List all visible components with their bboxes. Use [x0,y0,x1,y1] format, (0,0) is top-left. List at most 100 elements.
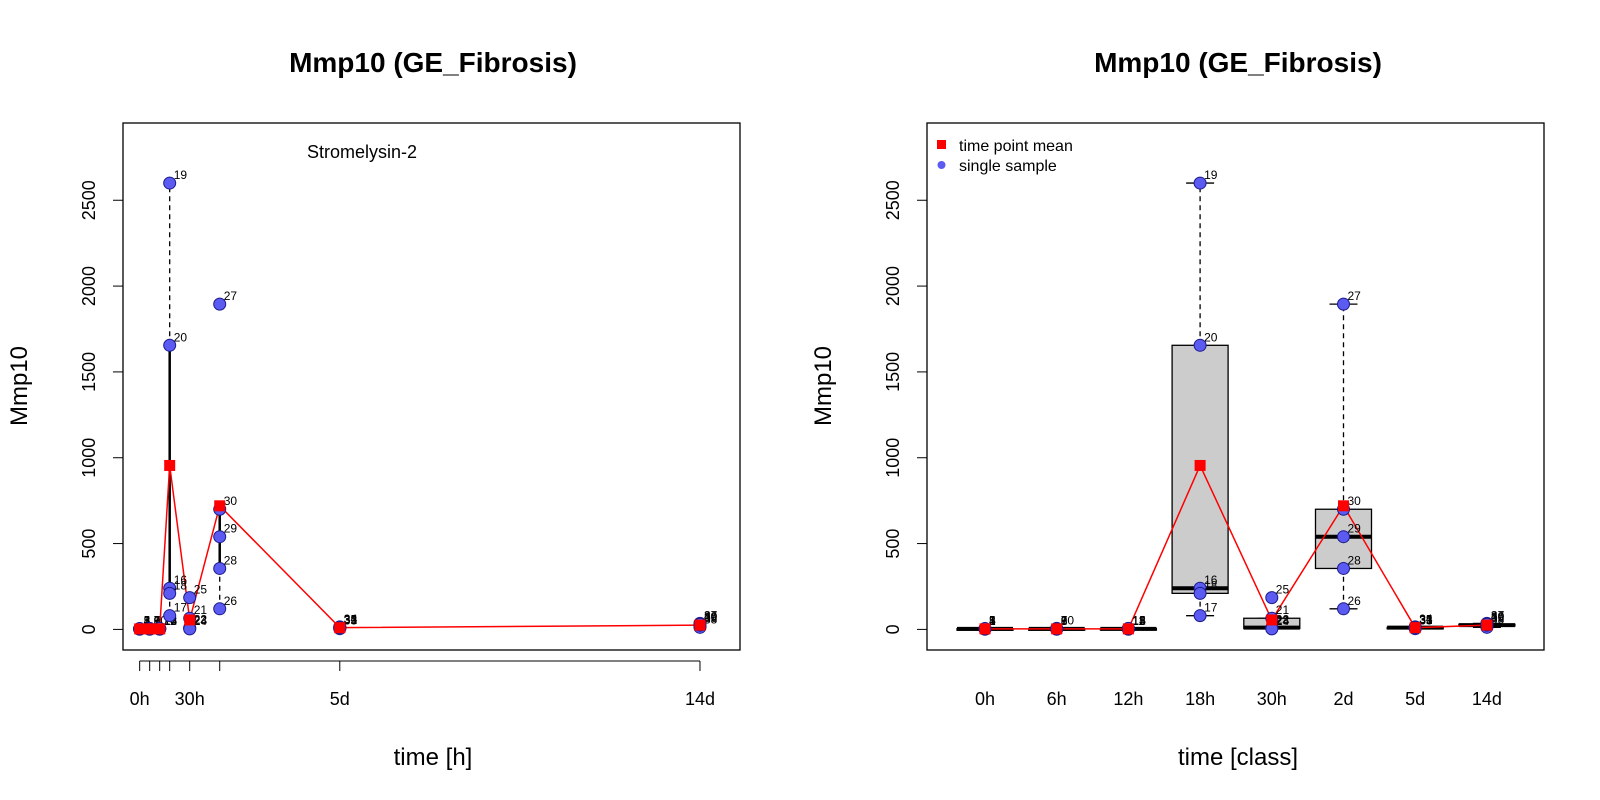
sample-label-left: 37 [704,608,718,622]
sample-label-right: 26 [1348,594,1362,608]
y-tick-label-right: 2500 [883,180,903,220]
mean-marker-right [1338,500,1349,512]
sample-label-left: 5 [144,614,151,628]
mean-marker-left [334,622,346,634]
y-axis-label-left: Mmp10 [6,346,33,426]
sample-label-left: 35 [344,613,358,627]
sample-label-right: 21 [1276,603,1290,617]
sample-label-left: 30 [224,494,238,508]
sample-label-right: 39 [1491,610,1505,624]
sample-label-left: 26 [224,594,238,608]
legend: time point mean single sample [937,138,1073,175]
mean-marker-left [184,614,196,626]
chart-title-left: Mmp10 (GE_Fibrosis) [289,47,577,78]
sample-label-left: 28 [224,553,238,567]
sample-point-right [1265,591,1279,605]
sample-point-left [183,591,197,605]
sample-label-right: 19 [1204,168,1218,182]
mean-marker-left [154,623,166,635]
mean-marker-right [1194,459,1206,471]
mean-marker-right [979,623,991,635]
sample-label-right: 40 [1491,609,1505,623]
sample-label-left: 9 [154,614,161,628]
sample-label-right: 14 [1132,614,1146,628]
mean-marker-left [144,623,156,635]
sample-label-right: 28 [1348,553,1362,567]
sample-point-left [213,602,227,616]
sample-label-left: 6 [154,614,161,628]
sample-label-left: 36 [704,611,718,625]
sample-label-right: 27 [1348,289,1362,303]
y-tick-label-right: 1500 [883,352,903,392]
mean-marker-right [1051,623,1063,635]
sample-label-left: 31 [344,613,358,627]
sample-point-left [213,561,227,575]
sample-label-right: 33 [1419,614,1433,628]
sample-label-left: 2 [144,614,151,628]
sample-label-right: 25 [1276,583,1290,597]
legend-mean-label: time point mean [959,138,1073,155]
x-tick-label-left: 0h [130,689,150,709]
sample-label-left: 32 [344,612,358,626]
sample-label-left: 18 [174,578,188,592]
sample-label-left: 27 [224,289,238,303]
y-tick-label-right: 1000 [883,438,903,478]
sample-point-right [1337,297,1350,311]
sample-label-right: 20 [1204,330,1218,344]
sample-label-left: 16 [174,573,188,587]
legend-sample-label: single sample [959,158,1057,175]
sample-label-left: 3 [144,614,151,628]
x-tick-label-right: 14d [1472,689,1502,709]
sample-point-right [1337,602,1350,616]
sample-label-right: 12 [1132,614,1146,628]
x-axis-label-left: time [h] [394,744,473,771]
y-tick-label-right: 500 [883,529,903,559]
sample-label-right: 7 [1061,613,1068,627]
sample-label-left: 40 [704,609,718,623]
sample-label-right: 24 [1276,614,1290,628]
sample-label-right: 10 [1061,614,1075,628]
y-tick-label-left: 500 [79,529,99,559]
mean-marker-right [1266,614,1278,626]
chart-title-right: Mmp10 (GE_Fibrosis) [1094,47,1382,78]
sample-point-right [1193,176,1207,190]
sample-label-left: 29 [224,522,238,536]
sample-label-right: 32 [1419,612,1433,626]
x-tick-label-left: 30h [175,689,205,709]
x-tick-label-right: 18h [1185,689,1215,709]
sample-label-left: 23 [194,614,208,628]
sample-label-right: 18 [1204,578,1218,592]
sample-label-right: 5 [989,614,996,628]
sample-label-left: 8 [154,614,161,628]
sample-label-right: 9 [1061,614,1068,628]
sample-label-right: 11 [1132,614,1145,628]
sample-label-left: 34 [344,612,358,626]
sample-label-right: 17 [1204,601,1218,615]
sample-point-left [213,297,227,311]
x-tick-label-left: 14d [685,689,715,709]
x-tick-label-left: 5d [330,689,350,709]
sample-point-left [163,176,177,190]
sample-label-right: 8 [1061,614,1068,628]
sample-label-right: 37 [1491,608,1505,622]
mean-marker-left [164,459,176,471]
sample-label-left: 21 [194,603,208,617]
sample-label-right: 31 [1419,613,1433,627]
sample-label-right: 16 [1204,573,1218,587]
sample-label-left: 1 [144,614,151,628]
mean-marker-right [1122,623,1134,635]
sample-label-right: 22 [1276,613,1290,627]
sample-point-left [213,530,227,544]
y-tick-label-left: 0 [79,624,99,634]
sample-label-right: 2 [989,614,996,628]
legend-sample-marker [937,161,946,169]
sample-label-left: 24 [194,614,208,628]
y-tick-label-left: 1000 [79,438,99,478]
x-tick-label-right: 30h [1257,689,1287,709]
plot-frame-right [926,122,1545,651]
mean-marker-right [1481,619,1493,631]
sample-label-right: 13 [1132,614,1146,628]
